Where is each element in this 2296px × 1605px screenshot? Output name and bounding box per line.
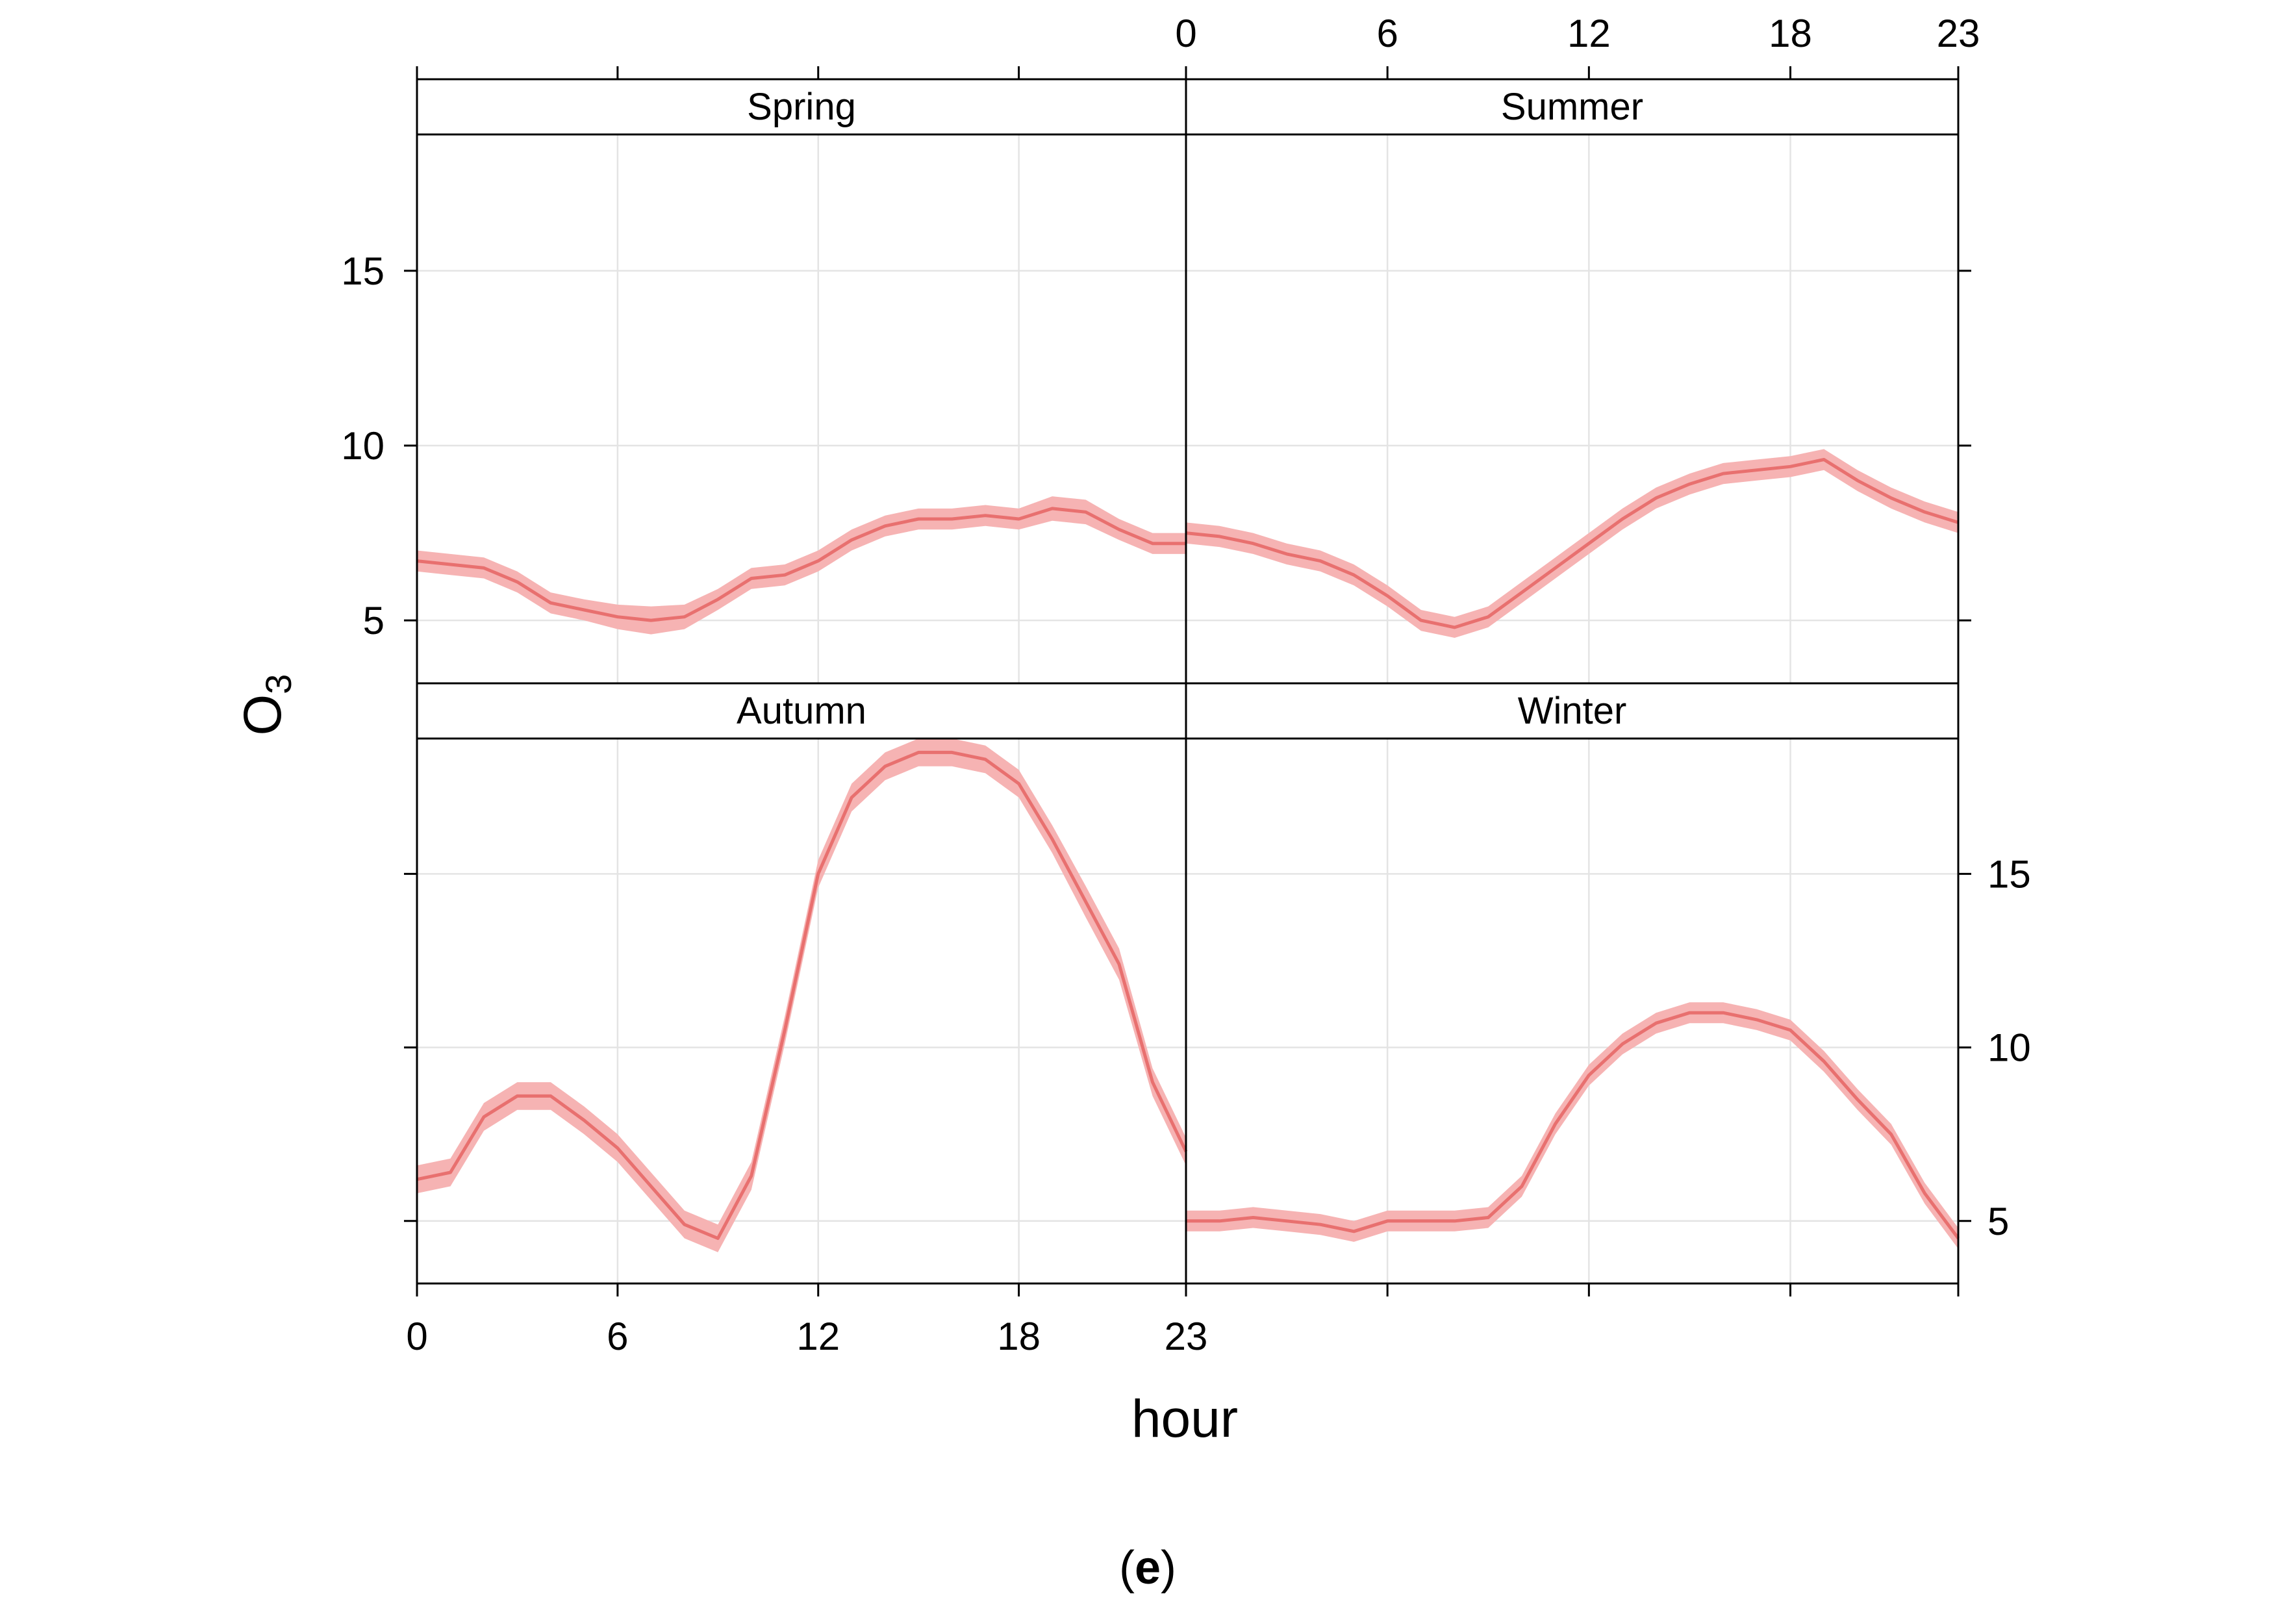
spring-series-line [416,507,1186,622]
y-axis-title-base: O [233,694,292,736]
right-y-tick-label: 10 [1987,1026,2031,1070]
autumn-confidence-band [417,739,1186,1252]
summer-confidence-band [1186,449,1958,638]
caption-open-paren: ( [1119,1542,1135,1594]
top-x-tick-label: 6 [1376,12,1398,55]
top-x-tick-label: 0 [1175,12,1196,55]
top-x-tick-label: 23 [1937,12,1980,55]
left-y-tick-label: 5 [363,599,385,642]
figure-caption: (e) [1119,1542,1176,1594]
winter-strip-label: Winter [1518,690,1627,732]
y-axis-title-subscript: 3 [258,674,299,694]
bottom-x-tick-label: 0 [406,1315,427,1358]
gridlines [417,134,1958,1283]
left-y-tick-label: 10 [341,424,385,468]
spring-strip-label: Spring [747,86,856,128]
winter-confidence-band [1186,1002,1958,1249]
caption-close-paren: ) [1161,1542,1176,1594]
summer-series-line [1185,458,1959,629]
top-x-tick-label: 18 [1769,12,1812,55]
axis-tick-labels: 0 6 12 18 23 0 6 12 18 23 5 10 15 5 10 15 [341,12,2031,1358]
bottom-x-tick-label: 12 [796,1315,840,1358]
panel-frames [416,78,1960,1285]
left-y-tick-label: 15 [341,249,385,293]
bottom-x-tick-label: 6 [607,1315,628,1358]
autumn-strip-label: Autumn [737,690,866,732]
confidence-bands [417,449,1958,1252]
x-axis-title: hour [1131,1389,1238,1448]
winter-series-line [1186,1011,1960,1239]
axis-ticks [404,66,1971,1296]
spring-confidence-band [417,496,1186,635]
top-x-tick-label: 12 [1567,12,1611,55]
outer-frame [416,78,1960,1285]
series-lines [416,458,1960,1240]
y-axis-title: O3 [233,674,299,736]
right-y-tick-label: 5 [1987,1200,2009,1243]
right-y-tick-label: 15 [1987,852,2031,896]
autumn-series-line [416,750,1188,1240]
bottom-x-tick-label: 23 [1165,1315,1208,1358]
summer-strip-label: Summer [1501,86,1643,128]
panel-strips: Spring Summer Autumn Winter [737,86,1643,732]
caption-letter: e [1135,1542,1161,1594]
bottom-x-tick-label: 18 [997,1315,1041,1358]
